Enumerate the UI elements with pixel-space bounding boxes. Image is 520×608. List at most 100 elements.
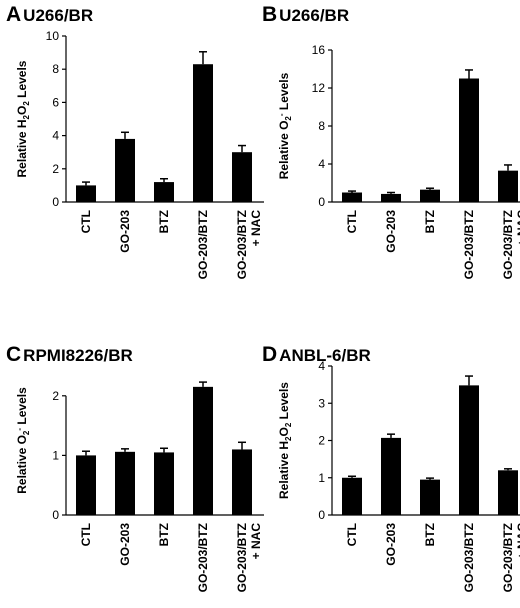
bar-2 — [115, 138, 135, 202]
bar-1 — [76, 455, 96, 515]
panel-title: U266/BR — [279, 6, 349, 25]
category-label: BTZ — [423, 523, 437, 546]
panel-letter: D — [262, 343, 277, 366]
category-label: CTL — [79, 523, 93, 546]
y-tick-label: 3 — [318, 396, 325, 410]
y-tick-label: 8 — [318, 119, 325, 133]
category-label: BTZ — [423, 210, 437, 233]
bar-1 — [342, 477, 362, 515]
y-axis-label: Relative O2- Levels — [277, 72, 293, 179]
category-label: GO-203/BTZ — [235, 523, 249, 592]
y-axis-label-part: Relative H — [277, 441, 291, 499]
category-label: + NAC — [249, 210, 263, 247]
y-axis-label-part: Levels — [277, 72, 291, 113]
bar-3 — [154, 452, 174, 515]
category-label: GO-203/BTZ — [235, 210, 249, 279]
y-tick-label: 8 — [52, 62, 59, 76]
bar-1 — [76, 185, 96, 202]
category-label: GO-203 — [118, 523, 132, 566]
category-label: BTZ — [157, 523, 171, 546]
y-tick-label: 0 — [318, 195, 325, 209]
panel-b: B U266/BR 0 4 8 12 16 Relative O2- Levels CTL GO-… — [262, 3, 520, 279]
panel-title: U266/BR — [23, 6, 93, 25]
y-tick-label: 2 — [52, 389, 59, 403]
y-tick-label: 0 — [52, 195, 59, 209]
category-label: GO-203 — [118, 210, 132, 253]
y-tick-label: 4 — [52, 129, 59, 143]
y-axis-label-part: 2 — [22, 430, 31, 435]
category-label: GO-203/BTZ — [462, 523, 476, 592]
bar-2 — [381, 193, 401, 202]
y-axis-label-part: 2 — [284, 436, 293, 441]
panel-letter: C — [6, 343, 21, 366]
y-axis-label: Relative H2O2 Levels — [277, 382, 293, 499]
y-axis-label-part: O — [277, 427, 291, 436]
category-label: GO-203/BTZ — [462, 210, 476, 279]
y-tick-label: 2 — [318, 434, 325, 448]
y-axis-label-part: 2 — [22, 101, 31, 106]
y-tick-label: 10 — [46, 29, 60, 43]
y-axis-label: Relative O2- Levels — [15, 387, 31, 494]
y-axis-label-part: Levels — [277, 382, 291, 423]
y-tick-label: 16 — [312, 43, 326, 57]
y-tick-label: 6 — [52, 95, 59, 109]
y-tick-label: 12 — [312, 81, 326, 95]
category-label: GO-203/BTZ — [501, 523, 515, 592]
category-label: GO-203/BTZ — [196, 523, 210, 592]
panel-title: RPMI8226/BR — [23, 346, 133, 365]
y-axis-label-part: Levels — [15, 387, 29, 428]
y-axis-label-part: Relative H — [15, 119, 29, 177]
bar-4 — [193, 64, 213, 202]
y-axis-label-part: 2 — [284, 422, 293, 427]
panel-heading: B U266/BR — [262, 3, 349, 26]
panel-heading: C RPMI8226/BR — [6, 343, 133, 366]
y-tick-label: 4 — [318, 359, 325, 373]
bar-4 — [193, 386, 213, 515]
category-label: GO-203/BTZ — [501, 210, 515, 279]
y-tick-label: 1 — [52, 448, 59, 462]
y-axis-label-part: 2 — [22, 114, 31, 119]
y-axis-label-part: - — [15, 428, 24, 431]
y-axis-label-part: Relative O — [277, 121, 291, 180]
bar-2 — [381, 437, 401, 515]
bar-5 — [232, 449, 252, 515]
y-axis-label-part: O — [15, 106, 29, 115]
category-label: BTZ — [157, 210, 171, 233]
category-label: GO-203 — [384, 210, 398, 253]
bar-3 — [420, 479, 440, 515]
y-axis-label-part: - — [277, 113, 286, 116]
bar-5 — [498, 170, 518, 202]
y-tick-label: 2 — [52, 162, 59, 176]
panel-heading: A U266/BR — [6, 3, 93, 26]
category-label: + NAC — [515, 210, 520, 247]
bar-4 — [459, 385, 479, 515]
category-label: GO-203/BTZ — [196, 210, 210, 279]
y-axis-label: Relative H2O2 Levels — [15, 60, 31, 177]
bar-2 — [115, 451, 135, 515]
bar-3 — [154, 182, 174, 202]
y-axis-label-part: Relative O — [15, 435, 29, 494]
y-axis-label-part: Levels — [15, 60, 29, 101]
bar-5 — [498, 470, 518, 515]
y-axis-label-part: 2 — [284, 116, 293, 121]
bar-5 — [232, 152, 252, 202]
y-tick-label: 0 — [52, 508, 59, 522]
bar-1 — [342, 192, 362, 202]
y-tick-label: 4 — [318, 157, 325, 171]
panel-heading: D ANBL-6/BR — [262, 343, 371, 366]
category-label: CTL — [79, 210, 93, 233]
category-label: CTL — [345, 523, 359, 546]
panel-letter: A — [6, 3, 21, 26]
category-label: GO-203 — [384, 523, 398, 566]
category-label: + NAC — [515, 523, 520, 560]
category-label: + NAC — [249, 523, 263, 560]
y-tick-label: 1 — [318, 471, 325, 485]
y-tick-label: 0 — [318, 508, 325, 522]
category-label: CTL — [345, 210, 359, 233]
panel-letter: B — [262, 3, 277, 26]
bar-4 — [459, 78, 479, 202]
